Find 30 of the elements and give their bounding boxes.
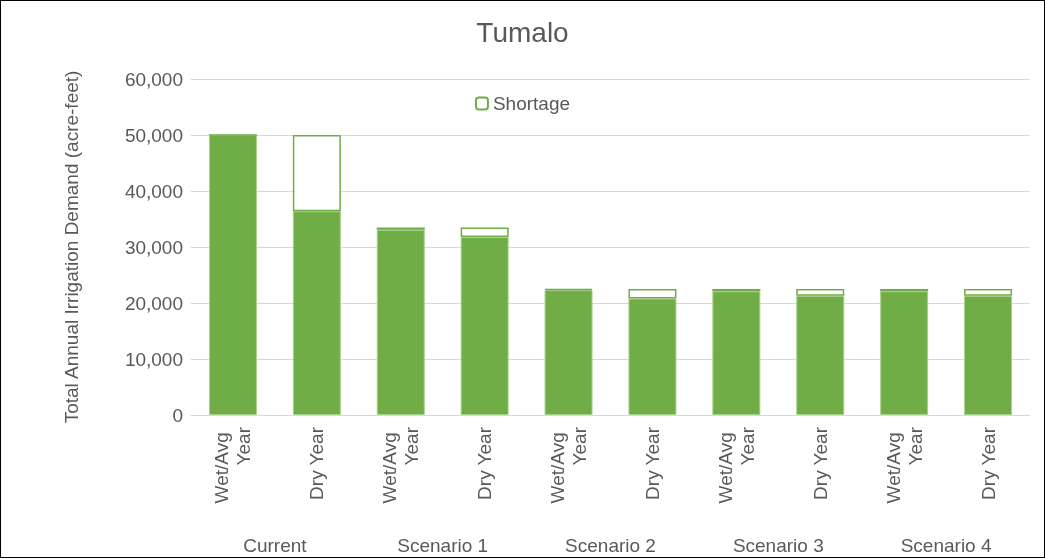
- bar: [880, 291, 929, 415]
- bar: [208, 135, 257, 415]
- text: Scenario 1: [397, 535, 489, 556]
- x-tick-label: Dry Year: [977, 426, 999, 500]
- y-tick-label: 60,000: [124, 68, 183, 90]
- y-tick-label: 0: [172, 404, 183, 426]
- text: Scenario 2: [565, 535, 656, 556]
- bar: [376, 229, 425, 415]
- legend-label: Shortage: [492, 93, 571, 114]
- y-tick-label: 50,000: [124, 124, 183, 146]
- text: Scenario 3: [732, 535, 824, 556]
- text: Current: [243, 535, 308, 556]
- x-tick-label: Dry Year: [641, 426, 663, 500]
- y-tick-label: 10,000: [124, 348, 183, 370]
- x-tick-label: Dry Year: [474, 426, 496, 500]
- x-tick-label: Wet/Avg Year: [714, 426, 758, 504]
- x-tick-label: Wet/Avg Year: [211, 426, 255, 504]
- x-tick-label: Wet/Avg Year: [547, 426, 591, 504]
- x-tick-label: Wet/Avg Year: [882, 426, 926, 504]
- y-tick-label: 40,000: [124, 180, 183, 202]
- x-tick-label: Dry Year: [306, 426, 328, 500]
- x-tick-label: Wet/Avg Year: [379, 426, 423, 504]
- bar: [712, 291, 761, 415]
- y-tick-label: 20,000: [124, 292, 183, 314]
- bar: [544, 290, 593, 415]
- chart-title: Tumalo: [476, 16, 569, 48]
- text: Scenario 4: [900, 535, 992, 556]
- x-tick-label: Dry Year: [809, 426, 831, 500]
- y-tick-label: 30,000: [124, 236, 183, 258]
- y-axis-title: Total Annual Irrigation Demand (acre-feet): [61, 70, 82, 424]
